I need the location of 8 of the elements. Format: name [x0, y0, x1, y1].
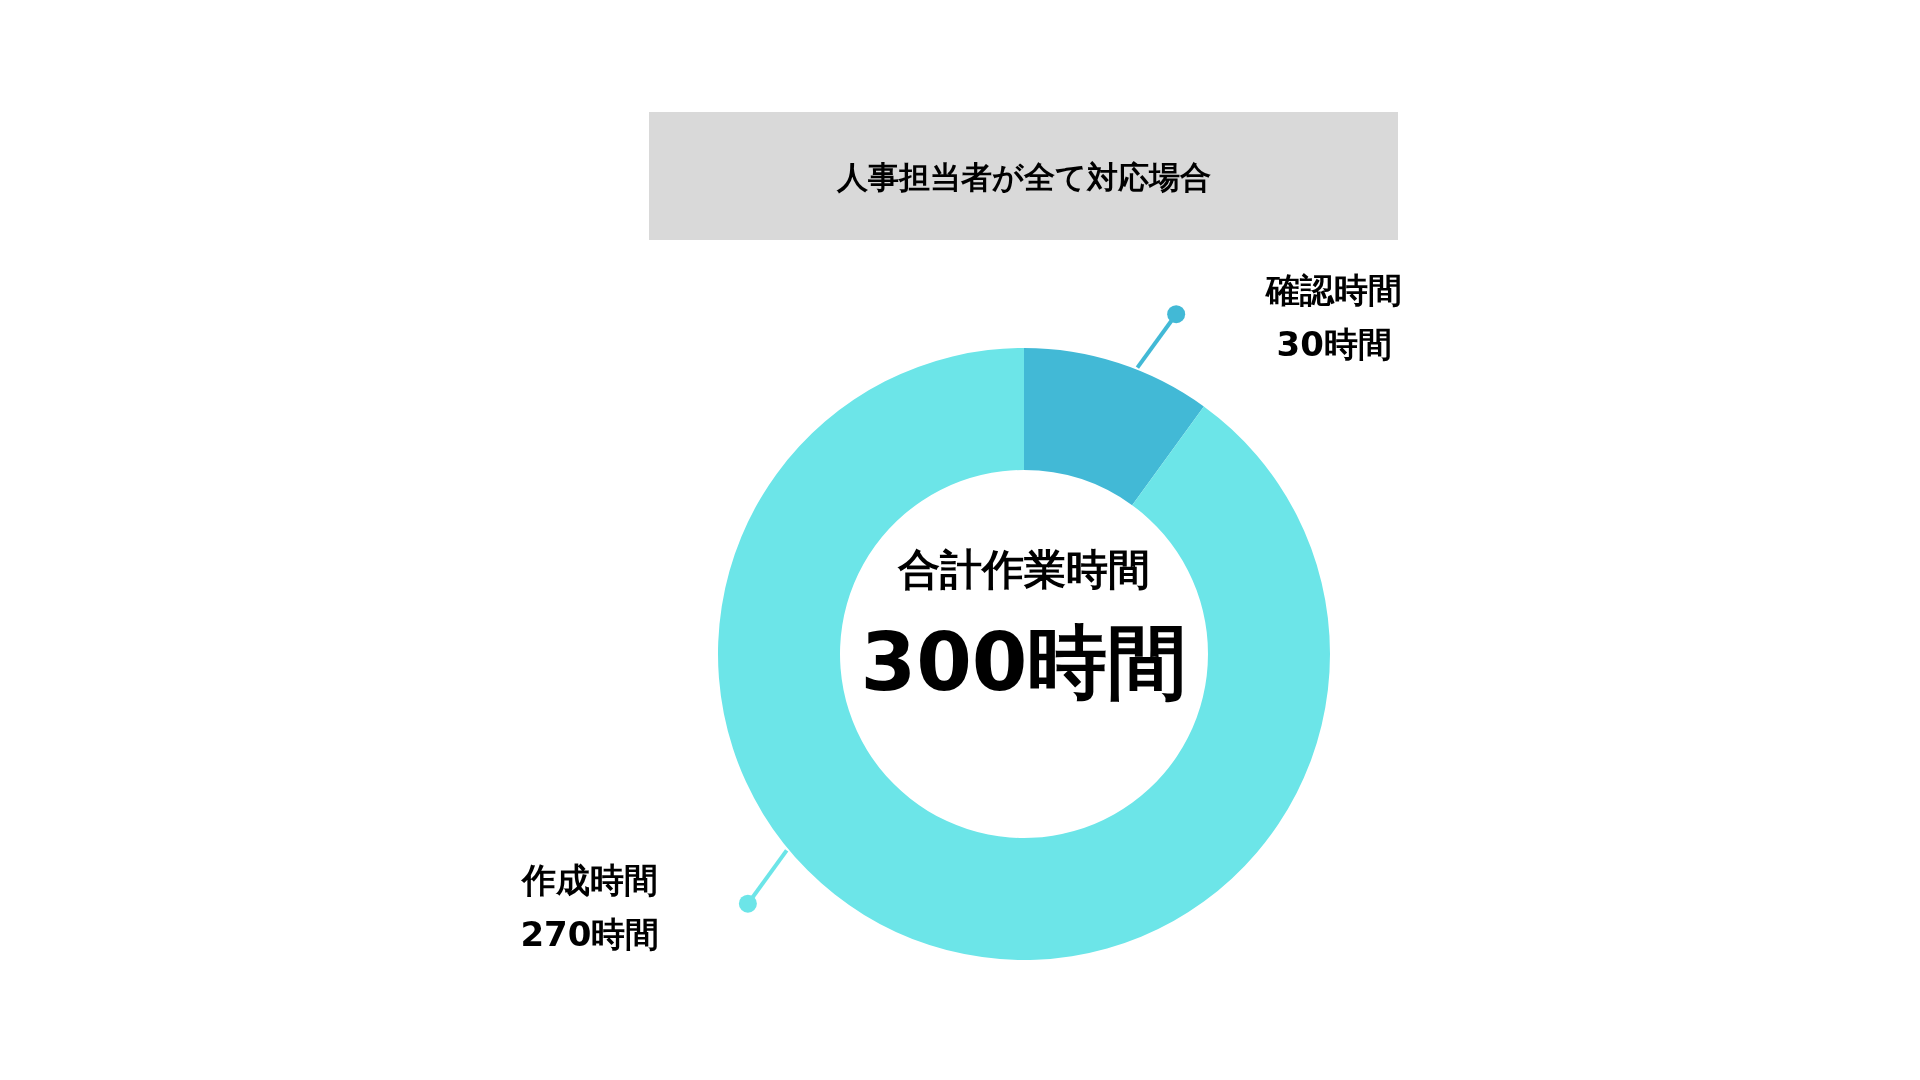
chart-title: 人事担当者が全て対応場合 — [836, 159, 1211, 195]
annotation: 300時間 — [860, 615, 1188, 709]
title: 人事担当者が全て対応場合 — [649, 112, 1398, 240]
annotation: 合計作業時間 — [898, 544, 1150, 594]
slice-label: 確認時間 — [1264, 270, 1403, 311]
slice-label: 作成時間 — [519, 859, 658, 900]
data-label: 270時間 — [520, 913, 660, 954]
data-label: 30時間 — [1276, 324, 1392, 365]
